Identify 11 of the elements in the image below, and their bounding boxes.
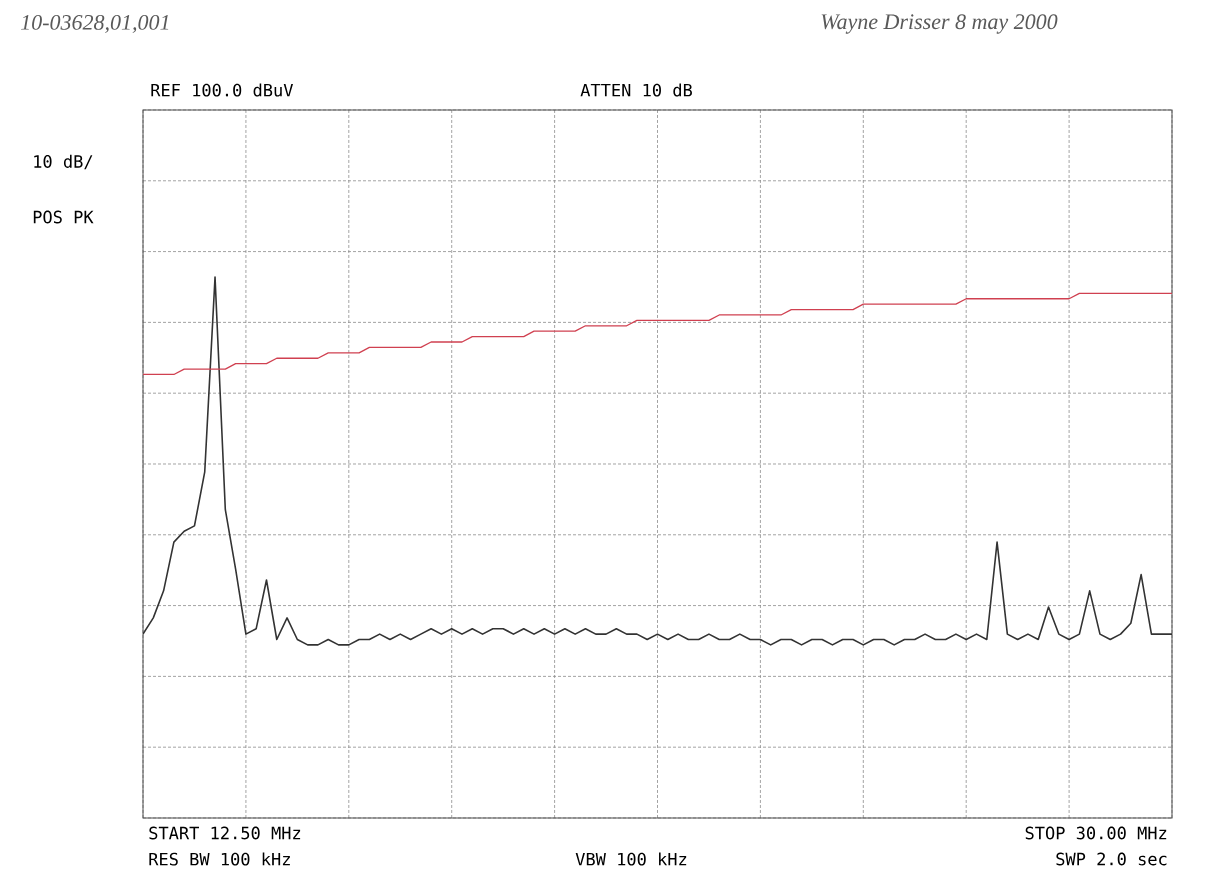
text: START 12.50 MHz — [149, 826, 301, 840]
text: VBW 100 kHz — [575, 852, 687, 866]
text: Wayne Drisser 8 may 2000 — [821, 14, 1058, 34]
text: STOP 30.00 MHz — [1025, 826, 1167, 840]
text: POS PK — [33, 210, 94, 224]
text: 10 dB/ — [34, 154, 93, 170]
text: ATTEN 10 dB — [580, 83, 692, 97]
text: 10-03628,01,001 — [20, 14, 169, 33]
text: REF 100.0 dBuV — [151, 83, 293, 97]
text: SWP 2.0 sec — [1056, 852, 1167, 866]
text: RES BW 100 kHz — [149, 852, 290, 866]
